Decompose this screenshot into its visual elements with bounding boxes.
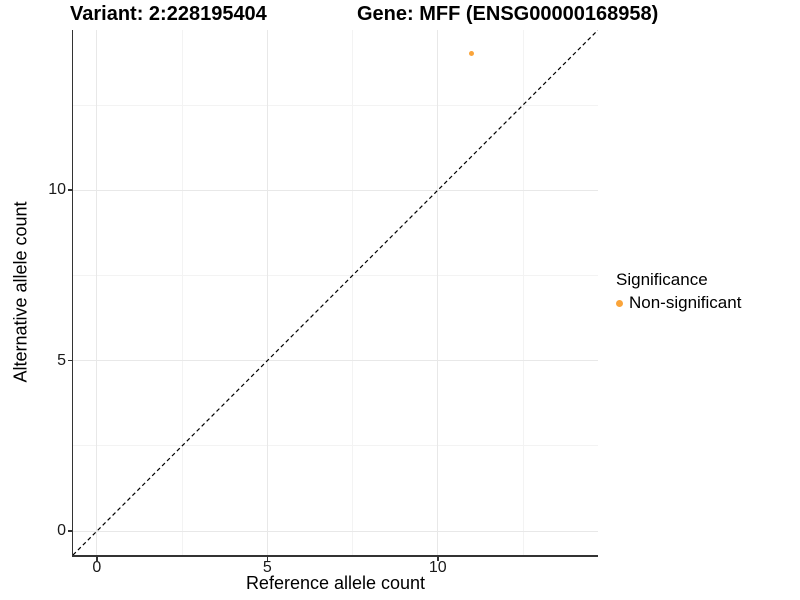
y-minor-gridline [73,104,598,106]
y-minor-gridline [73,274,598,276]
y-tick-label: 0 [57,522,66,540]
plot-panel [73,30,598,555]
x-tick-mark [266,556,269,561]
x-major-gridline [437,30,439,555]
legend-entries: Non-significant [616,293,800,313]
x-tick-label: 5 [262,559,272,576]
y-axis-line [71,30,73,557]
x-tick-label: 10 [428,559,447,576]
x-minor-gridline [352,30,354,555]
legend: Significance Non-significant [616,270,800,313]
plot-title-variant: Variant: 2:228195404 [70,3,267,25]
legend-entry-label: Non-significant [629,293,742,312]
y-tick-label: 10 [48,181,66,199]
x-minor-gridline [181,30,183,555]
plot-title-gene: Gene: MFF (ENSG00000168958) [357,3,659,25]
x-major-gridline [96,30,98,555]
x-major-gridline [266,30,268,555]
x-tick-mark [437,556,439,561]
y-major-gridline [73,360,598,362]
legend-title: Significance [616,270,708,289]
x-axis-title: Reference allele count [245,573,426,593]
y-minor-gridline [73,445,598,447]
legend-entry: Non-significant [616,293,800,313]
x-tick-mark [96,556,98,561]
y-major-gridline [73,189,598,191]
identity-dashed-line [73,30,598,555]
y-tick-label: 5 [57,351,66,369]
x-minor-gridline [522,30,524,555]
y-tick-mark [67,359,72,362]
x-tick-label: 0 [92,559,102,576]
y-tick-mark [67,530,72,532]
x-axis-line [71,555,598,557]
legend-dot-icon [616,299,623,307]
data-point [469,51,475,57]
y-major-gridline [73,530,598,532]
y-tick-mark [67,189,72,191]
